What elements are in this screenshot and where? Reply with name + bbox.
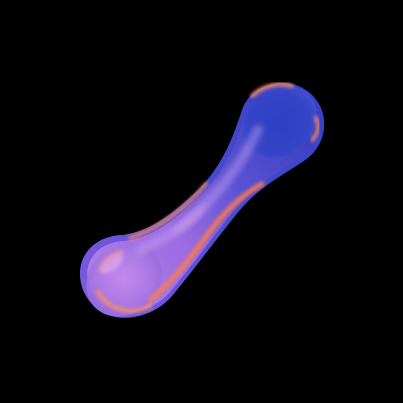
- coral-upper-rim: [250, 82, 294, 98]
- neck-sheen: [135, 125, 263, 255]
- coral-lower-rim: [96, 290, 152, 313]
- coral-edge-highlight: [147, 181, 265, 303]
- coral-upper-right: [310, 116, 321, 142]
- upper-bowl: [243, 86, 317, 158]
- pink-glint-lower: [100, 253, 124, 275]
- coral-lower-inner: [98, 250, 124, 272]
- pink-glint-neck: [173, 204, 207, 236]
- coral-upper-highlight: [128, 182, 208, 240]
